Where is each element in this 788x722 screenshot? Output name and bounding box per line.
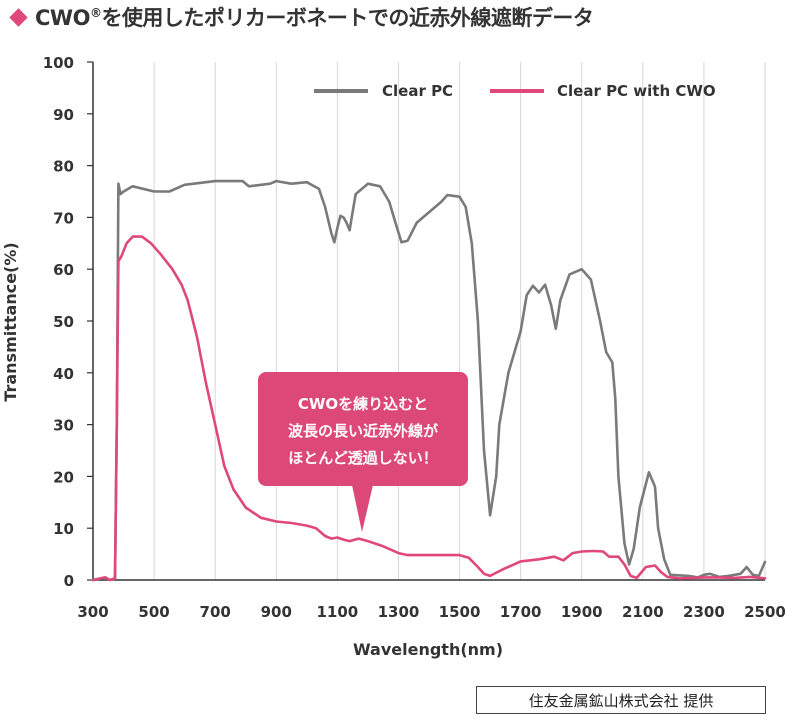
- x-axis-label: Wavelength(nm): [353, 640, 503, 659]
- chart-title-text: CWO®を使用したポリカーボネートでの近赤外線遮断データ: [35, 6, 594, 30]
- y-tick-label: 80: [53, 158, 74, 176]
- y-tick-label: 10: [53, 520, 74, 538]
- source-credit: 住友金属鉱山株式会社 提供: [476, 686, 766, 714]
- x-tick-labels: 300 500 700 900 1100 1300 1500 1700 1900 2100 2300…: [77, 603, 786, 621]
- x-tick-label: 2500: [744, 603, 786, 621]
- series-line-clear-pc: [91, 179, 767, 582]
- y-tick-label: 20: [53, 468, 74, 486]
- x-tick-label: 2300: [683, 603, 725, 621]
- series-line-clear-pc-with-cwo: [91, 235, 767, 582]
- legend-label-cwo: Clear PC with CWO: [557, 82, 716, 100]
- x-tick-label: 1100: [316, 603, 358, 621]
- x-tick-label: 900: [261, 603, 292, 621]
- y-tick-label: 100: [43, 54, 74, 72]
- callout-box: [258, 372, 468, 486]
- x-tick-label: 1500: [439, 603, 481, 621]
- callout-pointer: [352, 485, 373, 532]
- y-tick-label: 60: [53, 261, 74, 279]
- callout-line-1: CWOを練り込むと: [298, 395, 428, 413]
- callout-line-3: ほとんど透過しない！: [288, 449, 438, 467]
- legend: Clear PC Clear PC with CWO: [314, 82, 716, 100]
- x-tick-label: 500: [138, 603, 169, 621]
- x-tick-label: 2100: [622, 603, 664, 621]
- callout-line-2: 波長の長い近赤外線が: [288, 422, 439, 440]
- x-tick-label: 300: [77, 603, 108, 621]
- x-tick-label: 1900: [561, 603, 603, 621]
- y-tick-label: 50: [53, 313, 74, 331]
- chart-title: CWO®を使用したポリカーボネートでの近赤外線遮断データ: [4, 2, 594, 32]
- y-tick-label: 30: [53, 417, 74, 435]
- y-tick-labels: 0 10 20 30 40 50 60 70 80 90 100: [43, 54, 74, 590]
- y-tick-label: 40: [53, 365, 74, 383]
- x-tick-label: 1700: [500, 603, 542, 621]
- x-tick-label: 700: [200, 603, 231, 621]
- y-axis-label: Transmittance(%): [1, 242, 20, 401]
- x-tick-label: 1300: [378, 603, 420, 621]
- axes: [87, 61, 765, 581]
- annotation-callout: CWOを練り込むと 波長の長い近赤外線が ほとんど透過しない！: [258, 372, 468, 532]
- grid: [92, 62, 766, 580]
- y-tick-label: 90: [53, 106, 74, 124]
- y-tick-label: 0: [64, 572, 74, 590]
- series-lines: [91, 179, 767, 582]
- y-tick-label: 70: [53, 209, 74, 227]
- legend-label-clear-pc: Clear PC: [382, 82, 453, 100]
